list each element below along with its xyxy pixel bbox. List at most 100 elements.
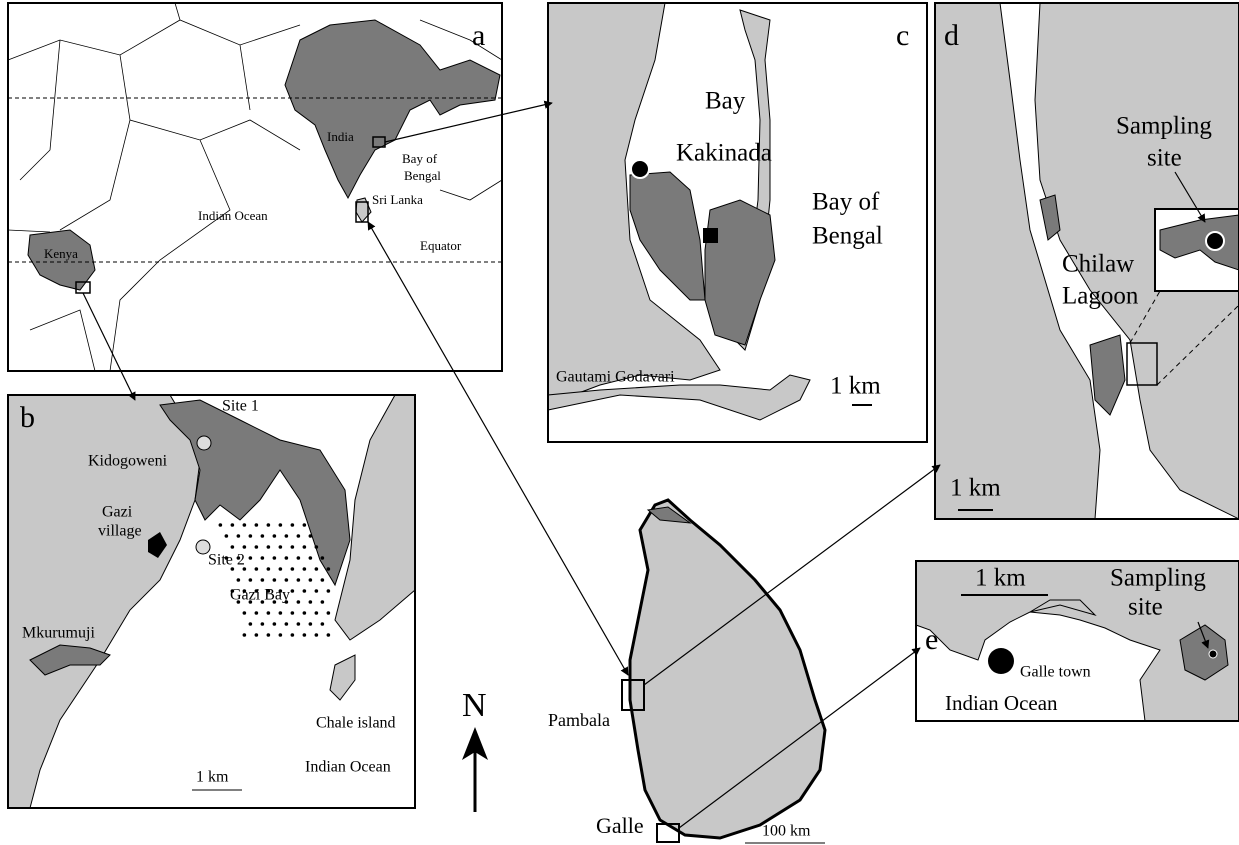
seagrass-dot bbox=[291, 589, 295, 593]
panel-d: d Sampling site Chilaw Lagoon 1 km bbox=[935, 3, 1239, 519]
map-label: Gazi Bay bbox=[230, 587, 290, 604]
seagrass-dot bbox=[297, 578, 301, 582]
map-label: Kidogoweni bbox=[88, 453, 168, 470]
place-label: Pambala bbox=[548, 710, 610, 730]
scale-label: 1 km bbox=[950, 475, 1001, 502]
seagrass-dot bbox=[297, 600, 301, 604]
seagrass-dot bbox=[291, 633, 295, 637]
seagrass-dot bbox=[297, 622, 301, 626]
seagrass-dot bbox=[309, 556, 313, 560]
map-label: Galle town bbox=[1020, 664, 1091, 681]
figure: a India Bay of Bengal Sri Lanka Indian O… bbox=[0, 0, 1239, 845]
site-marker bbox=[197, 436, 211, 450]
seagrass-dot bbox=[321, 622, 325, 626]
north-arrow: N bbox=[462, 687, 488, 812]
map-label: Site 2 bbox=[208, 552, 245, 569]
scale-label: 1 km bbox=[196, 769, 229, 786]
seagrass-dot bbox=[243, 523, 247, 527]
panel-letter: a bbox=[472, 19, 485, 52]
seagrass-dot bbox=[321, 556, 325, 560]
seagrass-dot bbox=[255, 567, 259, 571]
seagrass-dot bbox=[279, 567, 283, 571]
seagrass-dot bbox=[327, 567, 331, 571]
map-label: Indian Ocean bbox=[305, 759, 391, 776]
seagrass-dot bbox=[249, 556, 253, 560]
map-label: India bbox=[327, 129, 354, 144]
panel-c: c Kakinada Bay Bay of Bengal Gautami God… bbox=[548, 3, 927, 442]
seagrass-dot bbox=[309, 600, 313, 604]
map-label: Kakinada bbox=[676, 140, 772, 167]
seagrass-dot bbox=[315, 611, 319, 615]
north-label: N bbox=[462, 687, 487, 724]
map-label: Indian Ocean bbox=[945, 691, 1058, 715]
seagrass-dot bbox=[309, 534, 313, 538]
sri-lanka-map: Pambala Galle 100 km bbox=[548, 500, 825, 843]
map-label: Mkurumuji bbox=[22, 625, 95, 642]
map-label: Gautami Godavari bbox=[556, 369, 675, 386]
seagrass-dot bbox=[219, 523, 223, 527]
seagrass-dot bbox=[255, 611, 259, 615]
seagrass-dot bbox=[291, 523, 295, 527]
seagrass-dot bbox=[327, 611, 331, 615]
seagrass-dot bbox=[321, 600, 325, 604]
seagrass-dot bbox=[291, 611, 295, 615]
panel-a: a India Bay of Bengal Sri Lanka Indian O… bbox=[8, 3, 502, 371]
map-label: site bbox=[1147, 145, 1182, 172]
map-label: Bay of bbox=[812, 189, 880, 216]
sri-lanka bbox=[630, 500, 825, 838]
map-label: Bengal bbox=[404, 168, 441, 183]
seagrass-dot bbox=[261, 622, 265, 626]
map-label: Bay bbox=[705, 88, 746, 115]
seagrass-dot bbox=[315, 567, 319, 571]
seagrass-dot bbox=[267, 611, 271, 615]
seagrass-dot bbox=[303, 545, 307, 549]
map-label: Bengal bbox=[812, 223, 883, 250]
seagrass-dot bbox=[231, 523, 235, 527]
seagrass-dot bbox=[273, 534, 277, 538]
scale-label: 1 km bbox=[975, 565, 1026, 592]
seagrass-dot bbox=[243, 545, 247, 549]
seagrass-dot bbox=[279, 611, 283, 615]
seagrass-dot bbox=[291, 567, 295, 571]
seagrass-dot bbox=[261, 534, 265, 538]
map-label: Sampling bbox=[1116, 113, 1212, 140]
seagrass-dot bbox=[327, 589, 331, 593]
map-label: Lagoon bbox=[1062, 283, 1139, 310]
seagrass-dot bbox=[315, 589, 319, 593]
seagrass-dot bbox=[225, 534, 229, 538]
seagrass-dot bbox=[315, 633, 319, 637]
seagrass-dot bbox=[243, 633, 247, 637]
seagrass-dot bbox=[279, 545, 283, 549]
seagrass-dot bbox=[297, 534, 301, 538]
panel-e: e 1 km Sampling site Galle town Indian O… bbox=[916, 561, 1239, 721]
map-label: Equator bbox=[420, 238, 462, 253]
seagrass-dot bbox=[315, 545, 319, 549]
seagrass-dot bbox=[255, 633, 259, 637]
map-label: site bbox=[1128, 594, 1163, 621]
panel-letter: e bbox=[925, 623, 938, 656]
seagrass-dot bbox=[285, 622, 289, 626]
seagrass-dot bbox=[267, 545, 271, 549]
seagrass-dot bbox=[285, 534, 289, 538]
seagrass-dot bbox=[267, 633, 271, 637]
panel-letter: c bbox=[896, 19, 909, 52]
seagrass-dot bbox=[249, 622, 253, 626]
site-marker bbox=[703, 228, 718, 243]
seagrass-dot bbox=[261, 578, 265, 582]
scale-label: 1 km bbox=[830, 373, 881, 400]
seagrass-dot bbox=[303, 567, 307, 571]
panel-b: b Site 1 Kidogoweni Gazi village Site 2 … bbox=[8, 395, 415, 808]
map-label: Indian Ocean bbox=[198, 208, 268, 223]
seagrass-dot bbox=[255, 523, 259, 527]
seagrass-dot bbox=[279, 633, 283, 637]
seagrass-dot bbox=[273, 622, 277, 626]
map-label: village bbox=[98, 523, 142, 540]
seagrass-dot bbox=[303, 633, 307, 637]
seagrass-dot bbox=[297, 556, 301, 560]
seagrass-dot bbox=[249, 578, 253, 582]
scale-label: 100 km bbox=[762, 823, 811, 840]
map-label: Sri Lanka bbox=[372, 192, 423, 207]
seagrass-dot bbox=[273, 578, 277, 582]
seagrass-dot bbox=[303, 589, 307, 593]
site-marker bbox=[631, 160, 649, 178]
